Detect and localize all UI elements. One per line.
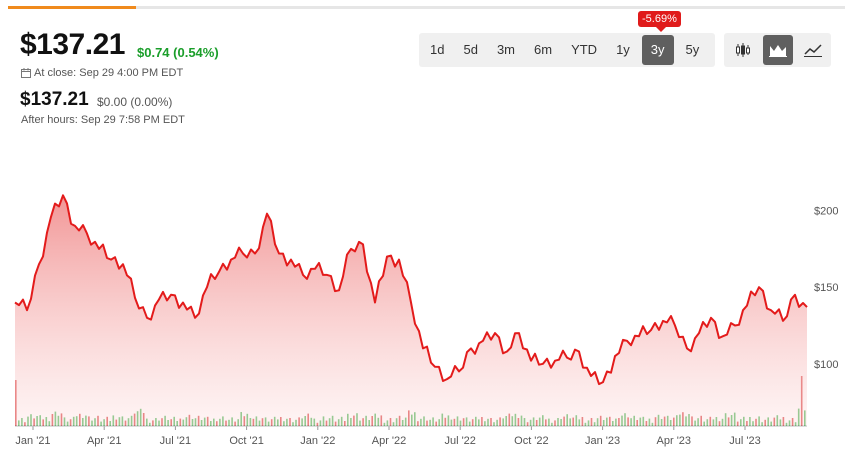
range-button-1d[interactable]: 1d bbox=[430, 42, 445, 57]
x-tick-label: Apr '21 bbox=[87, 435, 122, 447]
range-button-6m[interactable]: 6m bbox=[534, 42, 553, 57]
price-line bbox=[14, 194, 808, 386]
after-hours-change: $0.00 (0.00%) bbox=[97, 95, 173, 109]
y-tick-label: $100 bbox=[814, 359, 838, 371]
time-range-selector: 1d 5d 3m 6m YTD 1y 3y 5y bbox=[419, 33, 715, 67]
range-change-badge: -5.69% bbox=[638, 11, 681, 32]
range-button-3y[interactable]: 3y bbox=[641, 35, 674, 65]
y-tick-label: $200 bbox=[814, 206, 838, 218]
x-tick-label: Jul '22 bbox=[444, 435, 475, 447]
close-time-label: At close: Sep 29 4:00 PM EDT bbox=[34, 67, 184, 79]
x-tick-label: Jan '23 bbox=[585, 435, 620, 447]
candlestick-icon bbox=[736, 43, 750, 57]
price-area bbox=[15, 195, 807, 425]
x-tick-label: Jan '22 bbox=[300, 435, 335, 447]
range-button-5y[interactable]: 5y bbox=[685, 42, 700, 57]
close-time-line: At close: Sep 29 4:00 PM EDT bbox=[21, 67, 183, 79]
after-hours-label: After hours: Sep 29 7:58 PM EDT bbox=[21, 114, 185, 126]
candlestick-button[interactable] bbox=[728, 35, 758, 65]
x-tick-label: Jul '21 bbox=[160, 435, 191, 447]
loading-bar bbox=[8, 6, 845, 9]
price-change: $0.74 (0.54%) bbox=[137, 45, 219, 60]
range-button-3m[interactable]: 3m bbox=[496, 42, 515, 57]
y-tick-label: $150 bbox=[814, 282, 838, 294]
range-button-5d[interactable]: 5d bbox=[463, 42, 478, 57]
range-button-ytd[interactable]: YTD bbox=[571, 42, 598, 57]
after-hours-price: $137.21 bbox=[20, 89, 89, 110]
x-tick-label: Oct '21 bbox=[229, 435, 264, 447]
mountain-button[interactable] bbox=[763, 35, 793, 65]
calendar-icon bbox=[21, 68, 31, 78]
x-tick-label: Apr '22 bbox=[372, 435, 407, 447]
x-tick-label: Oct '22 bbox=[514, 435, 549, 447]
range-button-1y[interactable]: 1y bbox=[616, 42, 630, 57]
mountain-icon bbox=[769, 45, 787, 57]
loading-bar-fill bbox=[8, 6, 136, 9]
line-button[interactable] bbox=[798, 35, 828, 65]
chart-type-selector bbox=[724, 33, 831, 67]
x-tick-label: Apr '23 bbox=[657, 435, 692, 447]
x-tick-label: Jul '23 bbox=[729, 435, 760, 447]
line-icon bbox=[804, 44, 822, 57]
x-tick-label: Jan '21 bbox=[15, 435, 50, 447]
current-price: $137.21 bbox=[20, 28, 125, 61]
